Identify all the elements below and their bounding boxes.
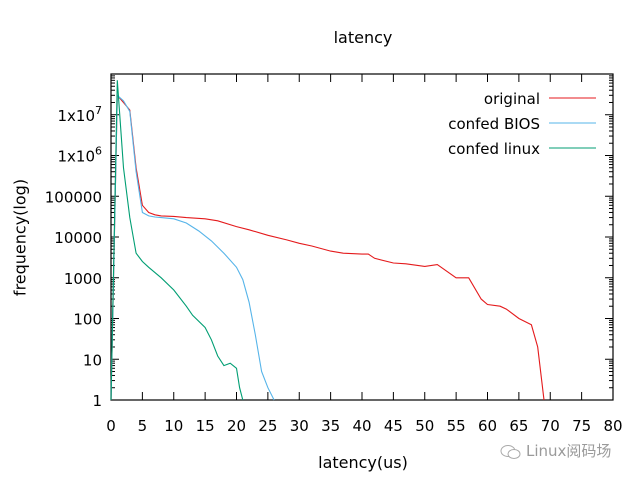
x-tick-label: 40 bbox=[352, 417, 371, 435]
x-tick-label: 0 bbox=[106, 417, 116, 435]
x-tick-label: 70 bbox=[541, 417, 560, 435]
y-tick-label: 1000 bbox=[64, 270, 102, 288]
y-axis-label: frequency(log) bbox=[10, 178, 30, 297]
x-tick-label: 20 bbox=[227, 417, 246, 435]
y-tick-label: 10000 bbox=[54, 229, 102, 247]
plot-lines bbox=[110, 80, 545, 401]
legend-label: confed linux bbox=[448, 140, 540, 158]
x-tick-label: 80 bbox=[603, 417, 622, 435]
chart-title: latency bbox=[333, 28, 393, 47]
watermark-text: Linux阅码场 bbox=[526, 442, 612, 460]
plot-axes: 0 5 10 15 20 25 30 35 40 45 50 55 60 65 70 75 80 1 10 100 10… bbox=[45, 73, 623, 435]
y-tick-label: 100000 bbox=[45, 188, 102, 206]
y-tick-label: 100 bbox=[73, 311, 102, 329]
y-tick-label: 10 bbox=[83, 351, 102, 369]
y-tick-label: 1x106 bbox=[57, 145, 102, 166]
x-tick-label: 45 bbox=[384, 417, 403, 435]
legend-label: confed BIOS bbox=[448, 115, 540, 133]
x-tick-label: 55 bbox=[447, 417, 466, 435]
series-confed-bios bbox=[110, 94, 275, 401]
series-original bbox=[110, 93, 545, 401]
x-tick-label: 15 bbox=[196, 417, 215, 435]
x-axis-label: latency(us) bbox=[318, 453, 408, 472]
legend: original confed BIOS confed linux bbox=[448, 90, 596, 158]
watermark: Linux阅码场 bbox=[500, 440, 611, 461]
legend-label: original bbox=[484, 90, 540, 108]
x-tick-label: 75 bbox=[572, 417, 591, 435]
x-tick-label: 60 bbox=[478, 417, 497, 435]
series-confed-linux bbox=[110, 80, 244, 401]
x-tick-label: 25 bbox=[258, 417, 277, 435]
x-tick-label: 10 bbox=[164, 417, 183, 435]
y-tick-label: 1x107 bbox=[57, 104, 102, 125]
x-tick-label: 35 bbox=[321, 417, 340, 435]
wechat-icon bbox=[500, 444, 521, 459]
y-tick-label: 1 bbox=[92, 392, 102, 410]
x-tick-label: 30 bbox=[290, 417, 309, 435]
x-tick-label: 5 bbox=[138, 417, 148, 435]
x-tick-label: 50 bbox=[415, 417, 434, 435]
x-tick-label: 65 bbox=[509, 417, 528, 435]
